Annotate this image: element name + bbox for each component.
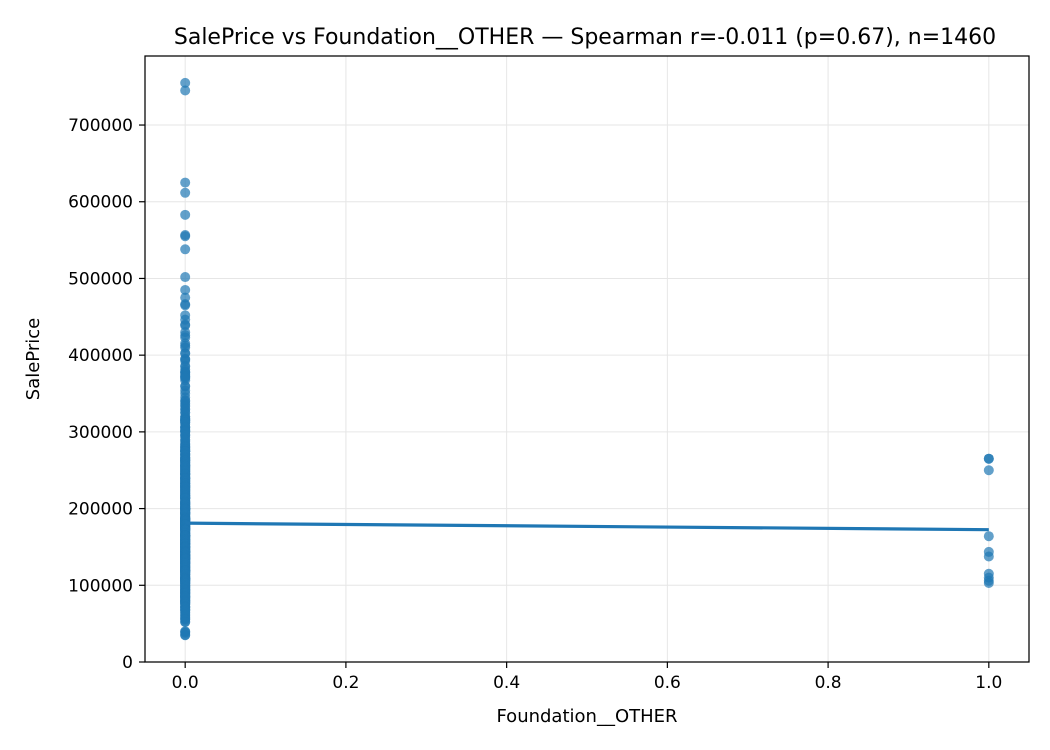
data-point (983, 551, 994, 562)
x-axis-ticks: 0.0 0.2 0.4 0.6 0.8 1.0 (172, 662, 1002, 693)
data-point (180, 85, 191, 96)
regression-line (185, 521, 989, 532)
data-point (180, 231, 191, 242)
x-axis-label: Foundation__OTHER (496, 706, 677, 727)
x-tick-label: 0.4 (493, 673, 520, 693)
chart-title: SalePrice vs Foundation__OTHER — Spearma… (174, 25, 996, 50)
data-point (983, 453, 994, 464)
y-tick-label: 0 (122, 653, 133, 673)
data-point (180, 630, 191, 641)
data-point (180, 244, 191, 255)
data-point (983, 465, 994, 476)
x-tick-label: 0.0 (172, 673, 199, 693)
data-point (180, 209, 191, 220)
data-point (180, 272, 191, 283)
y-tick-label: 400000 (68, 346, 133, 366)
data-point (180, 284, 191, 295)
data-point (180, 617, 191, 628)
data-point (180, 77, 191, 88)
plot-frame (144, 55, 1030, 663)
y-tick-label: 100000 (68, 576, 133, 596)
y-tick-label: 300000 (68, 423, 133, 443)
x-tick-label: 0.8 (815, 673, 842, 693)
scatter-points (180, 77, 994, 641)
y-tick-label: 200000 (68, 500, 133, 520)
y-axis-ticks: 0 100000 200000 300000 400000 500000 600000 700… (68, 116, 145, 673)
x-tick-label: 0.6 (654, 673, 681, 693)
data-point (180, 187, 191, 198)
data-point (983, 531, 994, 542)
data-point (180, 177, 191, 188)
data-point (180, 300, 191, 311)
y-tick-label: 700000 (68, 116, 133, 136)
x-tick-label: 1.0 (975, 673, 1002, 693)
y-tick-label: 600000 (68, 193, 133, 213)
x-tick-label: 0.2 (332, 673, 359, 693)
y-axis-label: SalePrice (23, 318, 44, 400)
grid (145, 56, 1029, 663)
y-tick-label: 500000 (68, 269, 133, 289)
data-point (983, 577, 994, 588)
regression-line-group (185, 521, 989, 532)
